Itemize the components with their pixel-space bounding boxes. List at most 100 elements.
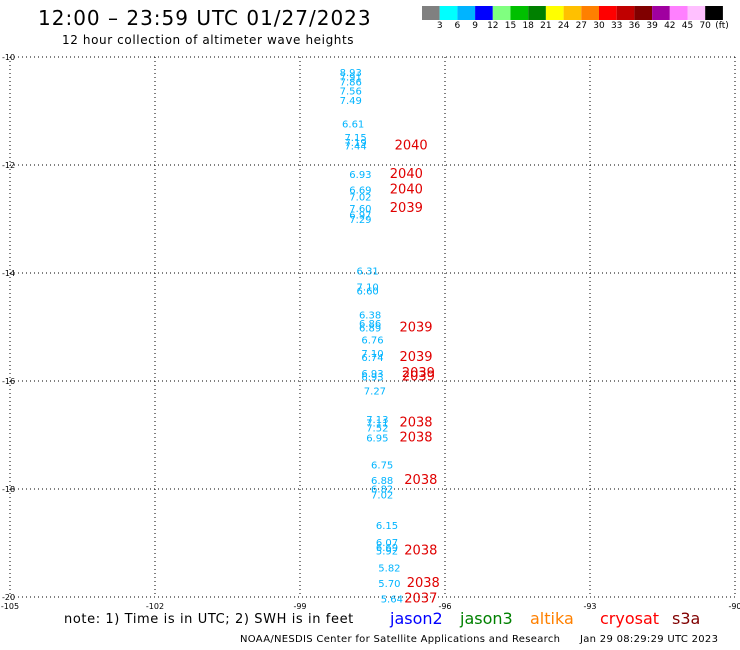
y-tick-label: -12 <box>2 161 15 170</box>
wave-height-label: 7.86 <box>340 77 362 88</box>
wave-height-label: 5.70 <box>378 579 400 590</box>
color-scale-label: 70 <box>699 21 711 31</box>
wave-height-label: 7.27 <box>364 387 386 398</box>
color-swatch <box>705 6 723 20</box>
time-label: 2038 <box>399 431 432 446</box>
color-scale-label: 42 <box>664 21 676 31</box>
wave-height-label: 5.64 <box>381 595 403 606</box>
color-scale-label: 39 <box>646 21 658 31</box>
legend-item-s3a: s3a <box>672 609 701 628</box>
color-scale-label: 30 <box>593 21 605 31</box>
color-swatch <box>634 6 653 20</box>
wave-height-label: 6.69 <box>376 543 398 554</box>
x-tick-label: -96 <box>438 602 451 611</box>
color-swatch <box>669 6 688 20</box>
grid-lines <box>9 56 736 598</box>
credit-text: NOAA/NESDIS Center for Satellite Applica… <box>240 634 561 645</box>
time-label: 2039 <box>399 321 432 336</box>
time-label: 2037 <box>404 592 437 607</box>
color-swatch <box>599 6 617 20</box>
wave-height-label: 7.10 <box>361 349 383 360</box>
wave-height-label: 6.38 <box>359 311 381 322</box>
x-tick-label: -93 <box>583 602 596 611</box>
color-scale-label: 15 <box>504 21 517 31</box>
color-swatch <box>439 6 458 20</box>
wave-height-label: 6.31 <box>357 266 379 277</box>
color-scale-label: 18 <box>522 21 534 31</box>
time-label: 2038 <box>404 544 437 559</box>
color-swatch <box>422 6 440 20</box>
y-tick-label: -10 <box>2 53 15 62</box>
wave-height-label: 5.82 <box>378 563 400 574</box>
wave-height-label: 6.69 <box>349 185 371 196</box>
color-swatch <box>687 6 706 20</box>
color-scale-label: 9 <box>472 21 478 31</box>
y-tick-label: -16 <box>2 377 15 386</box>
color-scale-label: 6 <box>454 21 461 31</box>
time-label: 2038 <box>404 473 437 488</box>
wave-height-label: 7.56 <box>340 86 362 97</box>
color-scale-label: 27 <box>575 21 588 31</box>
color-scale-label: 12 <box>487 21 499 31</box>
chart-title: 12:00 – 23:59 UTC 01/27/2023 <box>38 6 372 30</box>
y-axis-ticks: -10 -12 -14 -16 -18 -20 <box>2 53 15 602</box>
color-swatch <box>563 6 582 20</box>
wave-height-label: 6.60 <box>357 286 379 297</box>
color-swatch <box>616 6 635 20</box>
color-swatch <box>528 6 546 20</box>
color-scale-label: 36 <box>628 21 641 31</box>
x-axis-ticks: -105 -102 -99 -96 -93 -90 <box>1 602 740 611</box>
color-swatch <box>457 6 476 20</box>
y-tick-label: -14 <box>2 269 15 278</box>
wave-height-label: 7.19 <box>344 138 366 149</box>
wave-height-label: 7.02 <box>349 192 371 203</box>
x-tick-label: -105 <box>1 602 19 611</box>
color-scale-label: 3 <box>436 21 443 31</box>
wave-height-label: 6.74 <box>361 353 383 364</box>
wave-height-label: 6.93 <box>349 170 371 181</box>
wave-height-label: 7.10 <box>357 283 379 294</box>
color-swatch <box>492 6 511 20</box>
wave-height-label: 7.44 <box>344 142 366 153</box>
time-label: 2039 <box>399 350 432 365</box>
legend-item-jason3: jason3 <box>460 609 513 628</box>
color-swatch <box>510 6 529 20</box>
wave-height-label: 6.93 <box>361 369 383 380</box>
legend-item-altika: altika <box>530 609 574 628</box>
time-label: 2038 <box>407 576 440 591</box>
legend-item-cryosat: cryosat <box>600 609 660 628</box>
time-label: 2040 <box>395 139 428 154</box>
wave-height-label: 6.86 <box>359 319 381 330</box>
color-scale-unit: (ft) <box>715 21 729 31</box>
color-scale-label: 21 <box>540 21 552 31</box>
wave-height-label: 7.29 <box>349 215 371 226</box>
wave-height-label: 6.95 <box>366 434 388 445</box>
footer-note: note: 1) Time is in UTC; 2) SWH is in fe… <box>64 612 354 627</box>
generated-timestamp: Jan 29 08:29:29 UTC 2023 <box>580 634 719 645</box>
time-label: 2038 <box>399 416 432 431</box>
wave-height-label: 6.82 <box>371 484 393 495</box>
wave-height-label: 7.11 <box>366 419 388 430</box>
color-scale-label: 45 <box>681 21 694 31</box>
wave-height-label: 6.97 <box>349 211 371 222</box>
wave-height-label: 7.91 <box>340 72 362 83</box>
color-scale-label: 33 <box>610 21 623 31</box>
wave-height-label: 7.15 <box>344 133 366 144</box>
legend-item-jason2: jason2 <box>390 609 443 628</box>
color-swatch <box>545 6 564 20</box>
color-swatch <box>475 6 493 20</box>
wave-height-label: 5.92 <box>376 547 398 558</box>
wave-height-label: 6.89 <box>359 324 381 335</box>
data-labels: 8.937.917.867.567.49 6.61 7.157.197.44 6.93… <box>340 68 440 607</box>
x-tick-label: -90 <box>728 602 740 611</box>
wave-height-label: 7.13 <box>366 415 388 426</box>
wave-height-label: 7.52 <box>366 423 388 434</box>
color-swatch <box>581 6 599 20</box>
color-scale-bar <box>422 6 723 20</box>
time-label: 2039 <box>402 370 435 385</box>
wave-height-label: 7.02 <box>371 490 393 501</box>
y-tick-label: -20 <box>2 593 15 602</box>
y-tick-label: -18 <box>2 485 15 494</box>
wave-height-label: 6.93 <box>361 373 383 384</box>
